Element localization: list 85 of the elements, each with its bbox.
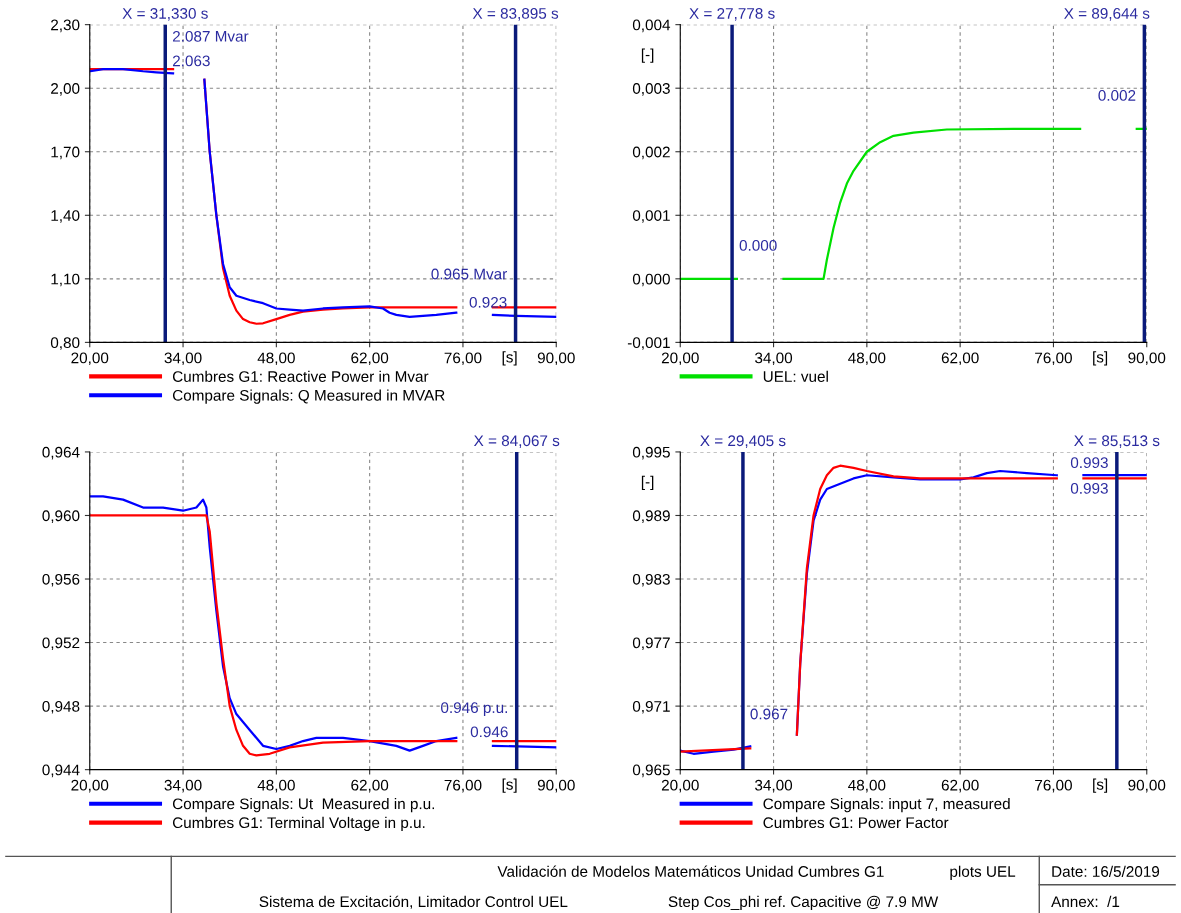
annotation: 0.967: [750, 708, 788, 720]
y-tick-label: 0,003: [632, 83, 670, 96]
annotation: 2.087 Mvar: [172, 30, 249, 42]
text: Sistema de Excitación, Limitador Control UEL: [259, 895, 568, 909]
text: Date: 16/5/2019: [1052, 865, 1160, 877]
x-tick-label: 34,00: [755, 779, 793, 793]
ref-line-label: X = 29,405 s: [700, 435, 786, 448]
y-tick-label: 0,995: [632, 446, 670, 460]
x-tick-label: 62,00: [941, 352, 979, 366]
y-tick-label: 0,965: [632, 764, 670, 778]
y-tick-label: 0,944: [42, 764, 80, 778]
x-tick-label: 34,00: [164, 352, 202, 366]
y-tick-label: 0,977: [632, 637, 670, 651]
x-axis-title: [s]: [1093, 778, 1108, 793]
y-tick-label: 0,952: [42, 637, 80, 651]
x-tick-label: 90,00: [1128, 352, 1166, 366]
y-tick-label: 1,10: [51, 273, 80, 287]
y-tick-label: 0,971: [632, 700, 670, 714]
text: plots UEL: [950, 865, 1016, 880]
y-tick-label: 1,40: [51, 210, 80, 223]
x-tick-label: 90,00: [1128, 779, 1166, 793]
ref-line-label: X = 83,895 s: [472, 8, 559, 21]
ref-line-label: X = 85,513 s: [1074, 435, 1160, 448]
text: Step Cos_phi ref. Capacitive @ 7.9 MW: [668, 895, 939, 911]
x-tick-label: 76,00: [444, 779, 482, 793]
x-tick-label: 34,00: [755, 352, 793, 366]
x-tick-label: 62,00: [941, 779, 979, 793]
y-tick-label: 0,001: [632, 210, 670, 223]
ref-line-label: X = 89,644 s: [1064, 8, 1150, 21]
legend-label: Cumbres G1: Power Factor: [763, 816, 949, 829]
legend-label: Compare Signals: Q Measured in MVAR: [172, 389, 445, 404]
x-tick-label: 20,00: [661, 779, 699, 793]
y-tick-label: 0,956: [42, 573, 80, 587]
x-tick-label: 20,00: [661, 352, 699, 366]
x-tick-label: 90,00: [537, 352, 575, 366]
text: Validación de Modelos Matemáticos Unidad Cumbres G1: [497, 865, 884, 877]
legend-label: Compare Signals: input 7, measured: [763, 798, 1010, 813]
y-tick-label: 0,000: [632, 273, 670, 287]
ref-line-label: X = 31,330 s: [122, 8, 208, 21]
y-tick-label: 2,30: [51, 19, 80, 33]
x-tick-label: 76,00: [1035, 352, 1072, 366]
y-tick-label: 0,002: [632, 146, 670, 160]
annotation: 0.002: [1098, 90, 1136, 101]
annotation: 2.063: [172, 55, 210, 67]
y-tick-label: 0,983: [632, 573, 670, 587]
x-axis-title: [s]: [502, 778, 517, 793]
text: Annex: /1: [1051, 895, 1120, 908]
x-tick-label: 76,00: [444, 352, 482, 366]
y-axis-title: [-]: [641, 475, 654, 491]
y-tick-label: -0,001: [627, 337, 670, 350]
x-tick-label: 62,00: [351, 779, 389, 793]
legend-label: Compare Signals: Ut Measured in p.u.: [172, 798, 435, 813]
legend-label: Cumbres G1: Terminal Voltage in p.u.: [172, 816, 425, 832]
y-tick-label: 0,80: [50, 337, 80, 350]
x-axis-title: [s]: [502, 351, 517, 366]
y-axis-title: [-]: [641, 48, 654, 63]
annotation: 0.965 Mvar: [431, 268, 507, 280]
x-tick-label: 48,00: [257, 352, 295, 366]
annotation: 0.923: [469, 296, 507, 308]
ref-line-label: X = 27,778 s: [689, 8, 775, 21]
y-tick-label: 0,948: [42, 700, 80, 714]
x-tick-label: 90,00: [537, 779, 575, 793]
y-tick-label: 0,004: [632, 19, 671, 33]
annotation: 0.946: [470, 726, 508, 738]
legend-label: UEL: vuel: [763, 370, 828, 382]
y-tick-label: 0,960: [42, 510, 80, 523]
y-tick-label: 0,964: [42, 446, 80, 460]
x-tick-label: 76,00: [1035, 779, 1072, 793]
x-tick-label: 20,00: [71, 779, 109, 793]
ref-line-label: X = 84,067 s: [473, 435, 560, 448]
x-tick-label: 20,00: [71, 352, 109, 366]
x-axis-title: [s]: [1093, 351, 1108, 366]
annotation: 0.000: [739, 239, 777, 251]
x-tick-label: 48,00: [848, 779, 886, 793]
x-tick-label: 34,00: [164, 779, 202, 793]
y-tick-label: 0,989: [632, 510, 670, 523]
x-tick-label: 48,00: [848, 352, 886, 366]
annotation: 0.993: [1070, 457, 1108, 469]
annotation: 0.993: [1070, 482, 1108, 494]
legend-label: Cumbres G1: Reactive Power in Mvar: [172, 370, 429, 382]
annotation: 0.946 p.u.: [441, 702, 507, 717]
x-tick-label: 62,00: [351, 352, 389, 366]
y-tick-label: 2,00: [51, 83, 80, 96]
x-tick-label: 48,00: [257, 779, 295, 793]
y-tick-label: 1,70: [51, 146, 80, 160]
